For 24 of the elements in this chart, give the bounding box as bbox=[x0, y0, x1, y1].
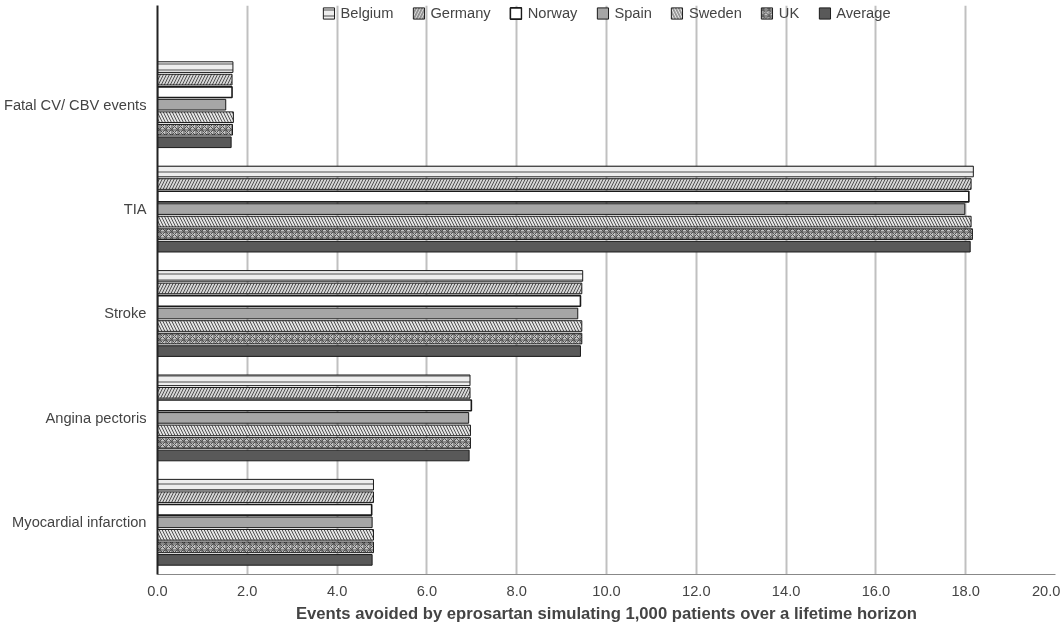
legend-label: Germany bbox=[430, 5, 491, 21]
y-tick-label: Fatal CV/ CBV events bbox=[3, 96, 147, 113]
x-tick-label: 8.0 bbox=[506, 582, 527, 599]
x-tick-label: 16.0 bbox=[861, 582, 891, 599]
x-tick-label: 0.0 bbox=[147, 582, 168, 599]
x-tick-label: 10.0 bbox=[592, 582, 621, 599]
x-tick-label: 18.0 bbox=[951, 582, 980, 599]
x-tick-label: 12.0 bbox=[682, 582, 711, 599]
legend-label: Norway bbox=[527, 5, 578, 21]
x-tick-label: 20.0 bbox=[1031, 582, 1061, 599]
legend-label: Spain bbox=[614, 5, 652, 21]
legend-label: Sweden bbox=[688, 5, 742, 21]
legend-label: Belgium bbox=[340, 5, 394, 21]
legend-label: Average bbox=[836, 5, 891, 21]
y-tick-label: Angina pectoris bbox=[45, 409, 147, 426]
x-tick-label: 2.0 bbox=[237, 582, 258, 599]
y-tick-label: TIA bbox=[123, 201, 147, 218]
x-tick-label: 6.0 bbox=[416, 582, 438, 599]
y-tick-label: Stroke bbox=[104, 305, 147, 322]
x-tick-label: 14.0 bbox=[771, 582, 801, 599]
y-tick-label: Myocardial infarction bbox=[12, 514, 147, 531]
x-axis-title: Events avoided by eprosartan simulating 1,000 patients over a lifetime horizon bbox=[295, 603, 918, 623]
x-tick-label: 4.0 bbox=[326, 582, 348, 599]
legend-label: UK bbox=[778, 5, 800, 21]
